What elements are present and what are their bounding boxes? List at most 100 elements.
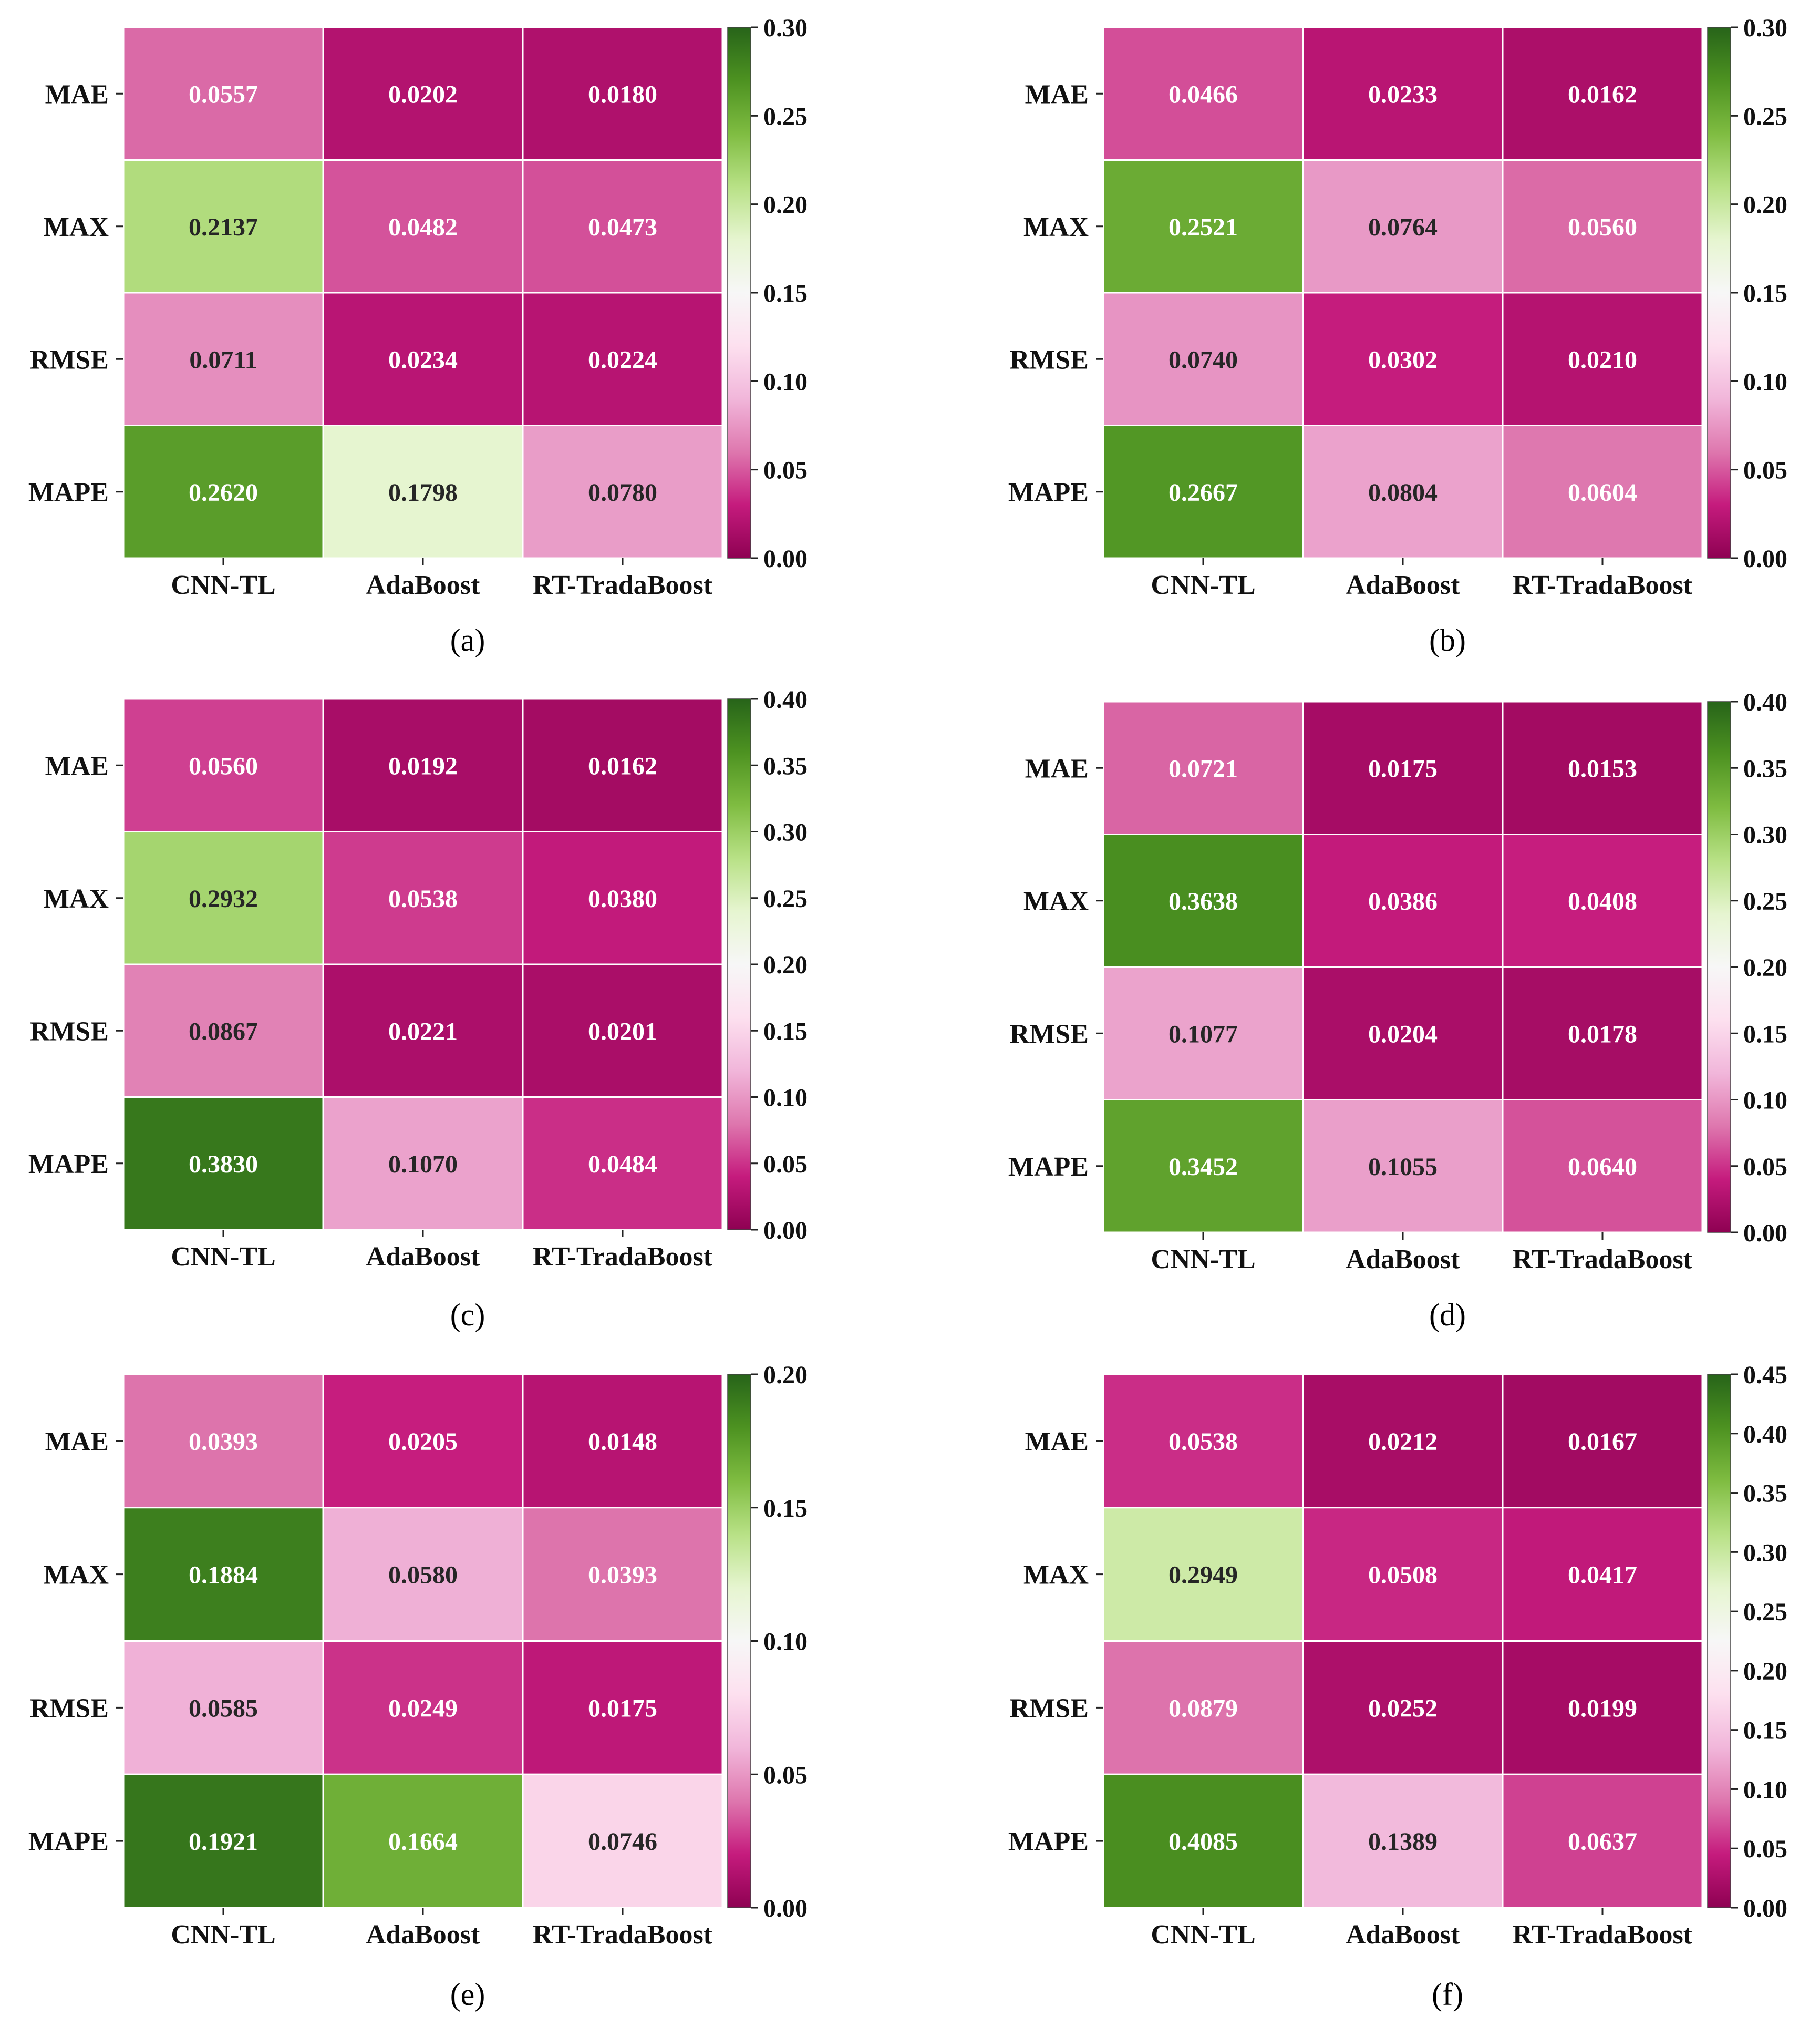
heatmap-cell: [122, 698, 324, 832]
colorbar-tick-label: 0.00: [763, 1895, 808, 1922]
colorbar-tick-label: 0.45: [1743, 1361, 1787, 1389]
cell-value-label: 0.0580: [388, 1561, 458, 1589]
row-label: MAX: [44, 1560, 109, 1590]
heatmap-cell: [1302, 966, 1504, 1100]
heatmap-cell: [1502, 425, 1703, 559]
colorbar-tick-label: 0.30: [1743, 14, 1787, 42]
cell-value-label: 0.4085: [1168, 1828, 1238, 1856]
colorbar-tick-label: 0.10: [763, 1628, 808, 1656]
heatmap-cell: [1502, 159, 1703, 294]
cell-value-label: 0.0153: [1568, 755, 1637, 783]
colorbar-tick-label: 0.05: [763, 1150, 808, 1178]
heatmap-cell: [522, 26, 723, 161]
column-label: CNN-TL: [171, 570, 275, 600]
heatmap-cell: [1502, 1099, 1703, 1233]
cell-value-label: 0.0221: [388, 1017, 458, 1045]
heatmap-cell: [1502, 292, 1703, 426]
column-label: RT-TradaBoost: [533, 570, 713, 600]
cell-value-label: 0.0162: [588, 752, 657, 780]
cell-value-label: 0.0167: [1568, 1428, 1637, 1456]
heatmap-cell: [1102, 159, 1304, 294]
row-label: MAE: [1025, 79, 1089, 109]
row-label: MAE: [45, 79, 109, 109]
colorbar-tick-label: 0.35: [1743, 1480, 1787, 1508]
cell-value-label: 0.0234: [388, 346, 458, 374]
cell-value-label: 0.0585: [189, 1694, 258, 1722]
heatmap-cell: [322, 1096, 524, 1231]
heatmap-cell: [1302, 1640, 1504, 1775]
heatmap-cell: [1302, 834, 1504, 968]
colorbar-tick-label: 0.00: [763, 545, 808, 573]
colorbar-tick-label: 0.30: [1743, 1539, 1787, 1567]
cell-value-label: 0.0180: [588, 80, 657, 108]
row-label: MAPE: [1008, 1827, 1089, 1857]
heatmap-panel: 0.0393 0.0205 0.0148 0.1884 0.0580 0.0393 0.05…: [28, 1361, 808, 2012]
cell-value-label: 0.3638: [1168, 888, 1238, 915]
heatmap-cell: [522, 1507, 723, 1642]
column-label: AdaBoost: [366, 570, 480, 600]
colorbar-tick-label: 0.05: [1743, 1153, 1787, 1181]
cell-value-label: 0.0557: [189, 80, 258, 108]
column-label: RT-TradaBoost: [533, 1242, 713, 1272]
row-label: MAPE: [28, 1827, 109, 1857]
panel-label: (c): [450, 1298, 485, 1332]
cell-value-label: 0.1884: [189, 1561, 258, 1589]
column-label: CNN-TL: [171, 1242, 275, 1272]
column-label: AdaBoost: [366, 1920, 480, 1950]
panel-label: (a): [450, 623, 485, 657]
cell-value-label: 0.0249: [388, 1694, 458, 1722]
colorbar-tick-label: 0.30: [1743, 821, 1787, 849]
cell-value-label: 0.3452: [1168, 1153, 1238, 1181]
cell-value-label: 0.2521: [1168, 213, 1238, 241]
colorbar: [727, 1374, 751, 1908]
colorbar-tick-label: 0.25: [1743, 102, 1787, 130]
heatmap-cell: [1102, 1507, 1304, 1642]
cell-value-label: 0.1389: [1368, 1828, 1438, 1856]
cell-value-label: 0.1077: [1168, 1020, 1238, 1048]
heatmap-cell: [522, 831, 723, 965]
cell-value-label: 0.1070: [388, 1150, 458, 1178]
cell-value-label: 0.0175: [588, 1694, 657, 1722]
cell-value-label: 0.0637: [1568, 1828, 1637, 1856]
heatmap-cell: [1102, 1773, 1304, 1909]
heatmap-cell: [1302, 701, 1504, 835]
cell-value-label: 0.1055: [1368, 1153, 1438, 1181]
colorbar-tick-label: 0.00: [1743, 1219, 1787, 1247]
heatmap-cell: [1502, 701, 1703, 835]
colorbar: [1707, 27, 1731, 559]
cell-value-label: 0.0604: [1568, 479, 1637, 507]
colorbar-tick-label: 0.30: [763, 14, 808, 42]
cell-value-label: 0.1921: [189, 1828, 258, 1856]
colorbar-tick-label: 0.40: [763, 686, 808, 714]
row-label: MAX: [1023, 887, 1089, 917]
cell-value-label: 0.0162: [1568, 80, 1637, 108]
cell-value-label: 0.1664: [388, 1828, 458, 1856]
row-label: RMSE: [30, 345, 109, 375]
colorbar-tick-label: 0.25: [763, 102, 808, 130]
heatmap-cell: [122, 159, 324, 294]
cell-value-label: 0.0508: [1368, 1561, 1438, 1589]
cell-value-label: 0.0178: [1568, 1020, 1637, 1048]
cell-value-label: 0.2949: [1168, 1561, 1238, 1589]
colorbar-tick-label: 0.20: [763, 951, 808, 979]
row-label: RMSE: [30, 1016, 109, 1046]
column-label: RT-TradaBoost: [1513, 1244, 1693, 1274]
colorbar-tick-label: 0.10: [763, 1084, 808, 1112]
heatmap-cell: [1302, 1373, 1504, 1509]
heatmap-cell: [1302, 425, 1504, 559]
heatmap-cell: [1102, 425, 1304, 559]
heatmap-panel: 0.0466 0.0233 0.0162 0.2521 0.0764 0.0560 0.07…: [1008, 14, 1787, 657]
cell-value-label: 0.0538: [1168, 1428, 1238, 1456]
colorbar-tick-label: 0.10: [1743, 1087, 1787, 1115]
colorbar-tick-label: 0.35: [763, 752, 808, 780]
cell-value-label: 0.3830: [189, 1150, 258, 1178]
heatmap-panel: 0.0557 0.0202 0.0180 0.2137 0.0482 0.0473 0.07…: [28, 14, 808, 657]
colorbar-tick-label: 0.30: [763, 819, 808, 847]
colorbar-tick-label: 0.05: [1743, 1835, 1787, 1863]
heatmap-cell: [122, 1640, 324, 1775]
colorbar-tick-label: 0.10: [1743, 1776, 1787, 1804]
cell-value-label: 0.0199: [1568, 1694, 1637, 1722]
colorbar-tick-label: 0.20: [1743, 1658, 1787, 1685]
heatmap-cell: [322, 292, 524, 426]
cell-value-label: 0.0482: [388, 213, 458, 241]
